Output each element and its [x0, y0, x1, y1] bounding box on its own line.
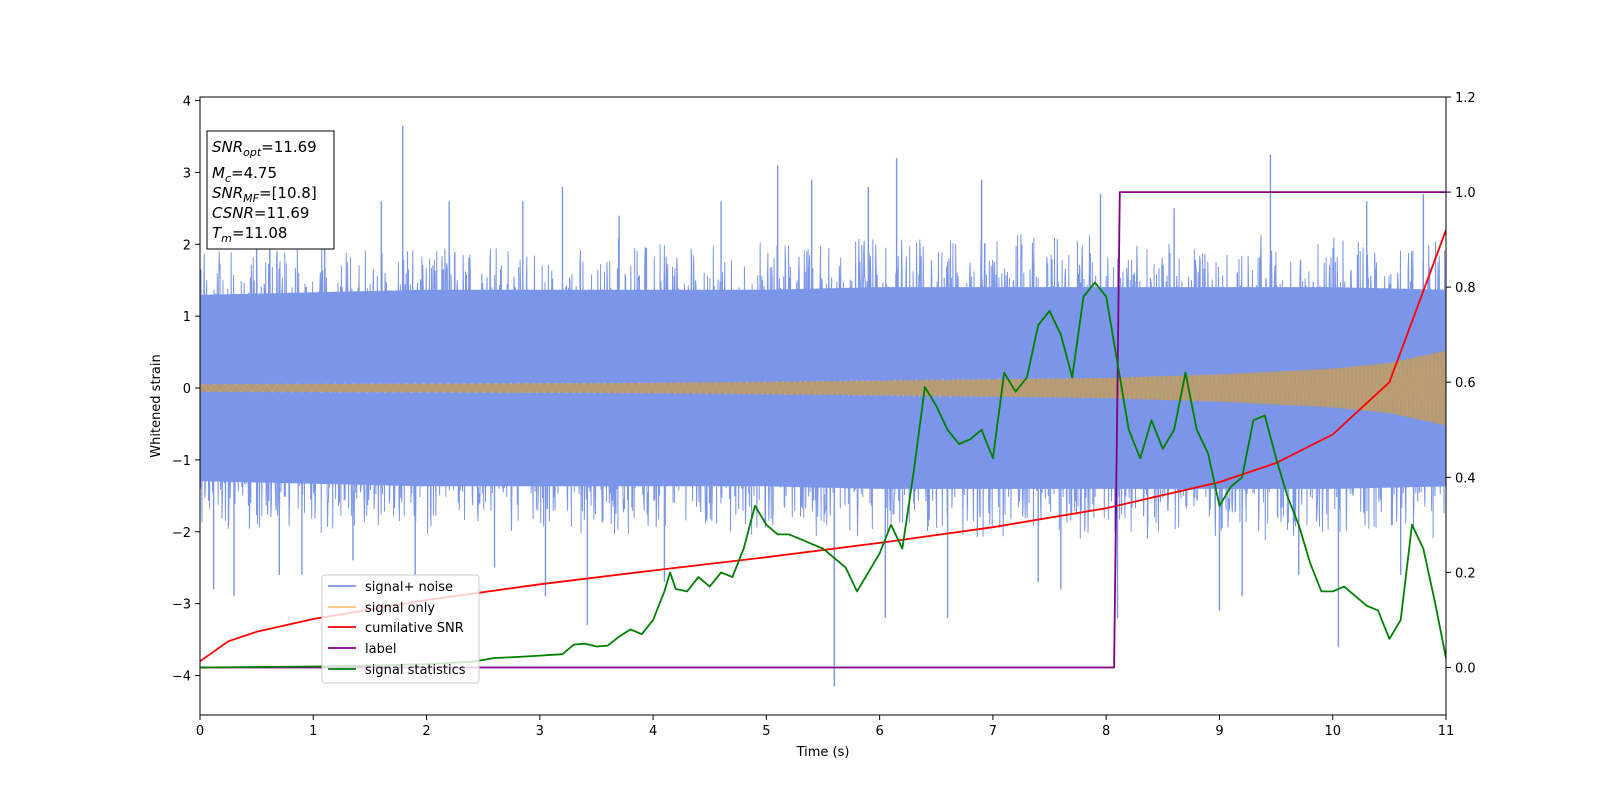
y-tick-label: 2 — [183, 238, 191, 253]
right-axis-series — [200, 191, 1446, 669]
y-axis-left: −4 −3 −2 −1 0 1 2 3 4 — [172, 95, 200, 684]
y2-tick-label: 0.2 — [1455, 566, 1476, 581]
y2-tick-label: 0.0 — [1455, 661, 1476, 676]
info-snr-opt: SNRopt=11.69 — [212, 138, 317, 159]
info-mc: Mc=4.75 — [212, 164, 277, 185]
x-tick-label: 8 — [1102, 724, 1110, 739]
y-tick-label: −2 — [172, 526, 191, 541]
y-axis-right: 0.0 0.2 0.4 0.6 0.8 1.0 1.2 — [1446, 91, 1476, 676]
x-axis: 0 1 2 3 4 5 6 7 8 9 10 11 — [196, 715, 1454, 739]
x-tick-label: 2 — [422, 724, 430, 739]
legend: signal+ noise signal only cumilative SNR… — [321, 574, 480, 684]
y-tick-label: −3 — [172, 598, 191, 613]
info-csnr: CSNR=11.69 — [212, 204, 309, 222]
x-tick-label: 1 — [309, 724, 317, 739]
signal-only-series — [200, 350, 1446, 426]
y2-tick-label: 0.4 — [1455, 471, 1476, 486]
x-tick-label: 6 — [875, 724, 883, 739]
x-tick-label: 0 — [196, 724, 204, 739]
y2-tick-label: 0.6 — [1455, 376, 1476, 391]
y2-tick-label: 0.8 — [1455, 281, 1476, 296]
legend-label-label: label — [365, 642, 396, 657]
signal-statistics-line — [200, 281, 1446, 669]
x-tick-label: 10 — [1324, 724, 1341, 739]
x-tick-label: 4 — [649, 724, 657, 739]
label-line — [200, 191, 1446, 669]
info-tm: Tm=11.08 — [212, 224, 287, 245]
y-tick-label: 1 — [183, 310, 191, 325]
y-tick-label: 4 — [183, 95, 191, 110]
x-tick-label: 5 — [762, 724, 770, 739]
x-tick-label: 11 — [1438, 724, 1455, 739]
info-snr-mf: SNRMF=[10.8] — [212, 184, 317, 205]
x-tick-label: 9 — [1215, 724, 1223, 739]
legend-label-cumulative-snr: cumilative SNR — [365, 621, 464, 636]
cumulative-snr-line — [200, 229, 1446, 663]
y-tick-label: −4 — [172, 669, 191, 684]
x-tick-label: 3 — [536, 724, 544, 739]
legend-label-signal-noise: signal+ noise — [365, 580, 453, 595]
legend-label-signal-statistics: signal statistics — [365, 663, 466, 678]
y2-tick-label: 1.0 — [1455, 186, 1476, 201]
signal-only-band — [200, 350, 1446, 426]
y-tick-label: 3 — [183, 166, 191, 181]
info-box: SNRopt=11.69 Mc=4.75 SNRMF=[10.8] CSNR=1… — [206, 130, 335, 250]
y2-tick-label: 1.2 — [1455, 91, 1476, 106]
y-axis-label: Whitened strain — [149, 354, 164, 457]
x-tick-label: 7 — [989, 724, 997, 739]
y-tick-label: 0 — [183, 382, 191, 397]
x-axis-label: Time (s) — [796, 745, 850, 760]
plot-frame — [199, 96, 1447, 716]
y-tick-label: −1 — [172, 454, 191, 469]
legend-label-signal-only: signal only — [365, 601, 435, 616]
